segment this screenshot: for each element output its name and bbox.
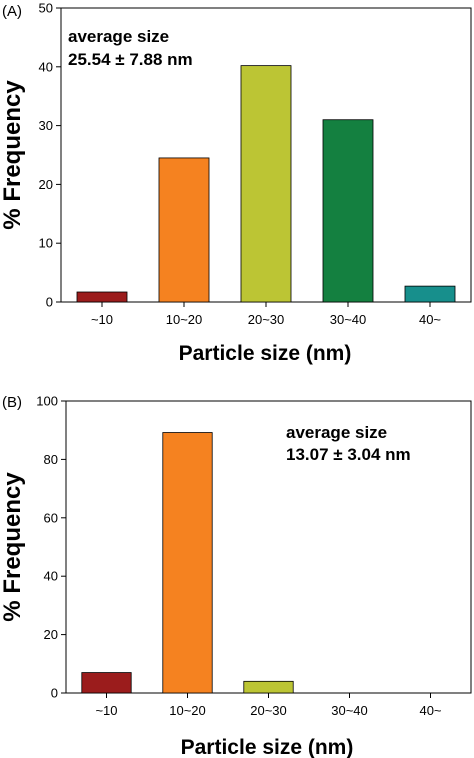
panel-a-x-tick-label: ~10 <box>91 312 113 327</box>
panel-b-y-tick-label: 80 <box>44 452 58 467</box>
panel-b-x-tick-label: 10~20 <box>169 703 206 718</box>
panel-b-x-axis-label: Particle size (nm) <box>181 736 354 758</box>
panel-a-bar-1 <box>158 157 210 303</box>
panel-b-bar-0 <box>81 672 132 694</box>
panel-a-y-axis-label: % Frequency <box>0 80 26 230</box>
panel-a-label: (A) <box>2 3 22 20</box>
panel-a-x-tick-label: 10~20 <box>166 312 203 327</box>
panel-a-annotation-title: average size <box>68 27 169 46</box>
panel-a-y-tick-label: 30 <box>39 118 53 133</box>
panel-b-x-tick-label: ~10 <box>95 703 117 718</box>
panel-a-x-axis-label: Particle size (nm) <box>179 342 352 365</box>
panel-a-y-tick-label: 40 <box>39 59 53 74</box>
panel-b-x-tick-label: 20~30 <box>250 703 287 718</box>
panel-a-y-tick-label: 0 <box>46 295 53 310</box>
panel-b-bar-1 <box>162 432 213 694</box>
panel-a-x-tick-label: 30~40 <box>330 312 367 327</box>
panel-b-label: (B) <box>2 394 22 411</box>
panel-b-annotation-value: 13.07 ± 3.04 nm <box>286 445 411 464</box>
panel-b-y-tick-label: 100 <box>36 394 58 409</box>
panel-b-annotation-title: average size <box>286 423 387 442</box>
panel-a-bar-3 <box>322 119 374 303</box>
panel-b-x-tick-label: 30~40 <box>331 703 368 718</box>
panel-b-y-tick-label: 60 <box>44 510 58 525</box>
panel-a-y-tick-label: 50 <box>39 1 53 16</box>
panel-b-y-tick-label: 0 <box>51 686 58 701</box>
panel-a-y-tick-label: 20 <box>39 177 53 192</box>
panel-a-bar-4 <box>404 285 456 303</box>
panel-a-x-tick-label: 20~30 <box>248 312 285 327</box>
panel-b-y-tick-label: 40 <box>44 569 58 584</box>
panel-a-annotation-value: 25.54 ± 7.88 nm <box>68 50 193 69</box>
panel-b-y-axis-label: % Frequency <box>0 472 26 622</box>
panel-a: (A) % Frequency Particle size (nm) avera… <box>0 1 472 365</box>
panel-a-bar-2 <box>240 65 292 303</box>
panel-b-bar-2 <box>243 680 294 694</box>
panel-b-x-tick-label: 40~ <box>419 703 441 718</box>
panel-a-x-tick-label: 40~ <box>419 312 441 327</box>
panel-b: (B) % Frequency Particle size (nm) avera… <box>0 394 472 758</box>
panel-a-bar-0 <box>76 291 128 303</box>
panel-b-y-tick-label: 20 <box>44 627 58 642</box>
panel-a-y-tick-label: 10 <box>39 236 53 251</box>
